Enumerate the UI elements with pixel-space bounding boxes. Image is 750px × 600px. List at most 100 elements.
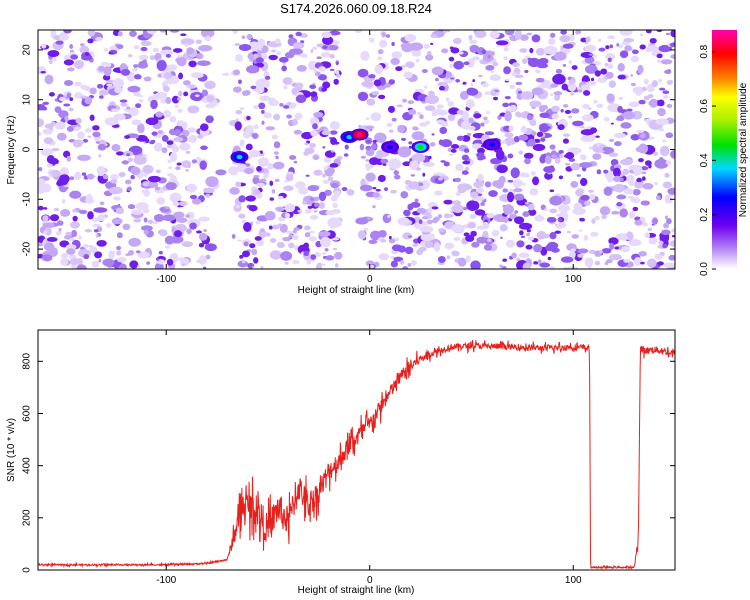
spectrogram-blob: [288, 242, 295, 249]
spectrogram-blob: [447, 100, 454, 107]
spectrogram-blob: [135, 202, 149, 211]
spectrogram-blob: [429, 142, 436, 147]
spectrogram-blob: [256, 239, 264, 247]
spectrogram-blob: [106, 83, 113, 87]
spectrogram-blob: [599, 250, 604, 254]
spectrogram-blob: [546, 216, 557, 223]
spectrogram-blob: [148, 175, 161, 183]
spectrogram-blob: [656, 59, 661, 63]
spectrogram-blob: [574, 250, 578, 254]
spectrogram-blob: [580, 177, 588, 187]
spectrogram-blob: [393, 174, 401, 180]
spectrogram-blob: [643, 78, 649, 85]
spectrogram-blob: [98, 89, 109, 96]
spectrogram-blob: [402, 98, 407, 103]
spectrogram-blob: [205, 176, 219, 188]
spectrogram-blob: [557, 124, 565, 130]
spectrogram-blob: [153, 221, 159, 225]
spectrogram-blob: [187, 105, 200, 114]
spectrogram-blob: [368, 239, 378, 245]
spectrogram-blob: [284, 203, 296, 213]
spectrogram-blob: [549, 231, 557, 240]
spectrogram-blob: [138, 99, 144, 103]
spectrogram-blob: [659, 233, 670, 243]
spectrogram-blob: [365, 159, 370, 162]
spectrogram-blob: [398, 245, 406, 253]
spectrogram-blob: [668, 254, 675, 261]
spectrogram-blob: [424, 94, 439, 104]
spectrogram-blob: [379, 39, 388, 48]
spectrogram-blob: [300, 40, 305, 44]
spectrogram-blob: [435, 77, 439, 82]
spectrogram-blob: [584, 257, 594, 268]
spectrogram-blob: [318, 231, 331, 237]
spectrogram-blob: [662, 181, 672, 189]
spectrogram-blob: [566, 266, 579, 269]
spectrogram-blob: [60, 209, 71, 217]
spectrogram-blob: [461, 110, 470, 121]
spectrogram-blob: [205, 193, 210, 199]
spectrogram-blob: [623, 37, 635, 43]
spectrogram-blob: [295, 94, 307, 103]
spectrogram-blob: [609, 242, 615, 250]
spectrogram-blob: [419, 225, 434, 233]
spectrogram-blob: [176, 217, 188, 223]
spectrogram-blob: [478, 75, 483, 77]
spectrogram-blob: [229, 187, 240, 195]
spectrogram-blob: [388, 238, 396, 244]
spectrogram-blob: [174, 105, 180, 108]
spectrogram-blob: [162, 214, 176, 222]
spectrogram-blob: [503, 47, 509, 52]
spectrogram-blob: [486, 238, 492, 243]
spectrogram-blob: [421, 216, 430, 220]
spectrogram-blob: [465, 255, 471, 263]
spectrogram-blob: [527, 138, 536, 147]
spectrogram-blob: [246, 115, 251, 121]
spectrogram-blob: [203, 266, 207, 269]
spectrogram-blob: [471, 241, 480, 248]
spectrogram-blob: [308, 60, 318, 71]
spectrogram-blob: [241, 90, 249, 96]
spectrogram-blob: [409, 181, 419, 190]
spectrogram-blob: [153, 213, 165, 222]
spectrogram-blob: [302, 200, 307, 205]
spectrogram-blob: [535, 77, 545, 83]
spectrogram-blob: [601, 247, 612, 254]
spectrogram-blob: [638, 99, 646, 105]
spectrogram-blob: [518, 222, 533, 230]
spectrogram-blob: [643, 118, 652, 123]
spectrogram-blob: [484, 131, 495, 136]
spectrogram-blob: [256, 62, 265, 68]
spectrogram-blob: [658, 128, 664, 132]
spectrogram-blob: [360, 51, 370, 61]
spectrogram-blob: [126, 106, 131, 110]
spectrogram-y-label: Frequency (Hz): [6, 116, 17, 185]
spectrogram-blob: [568, 59, 573, 65]
spectrogram-blob: [550, 154, 557, 158]
spectrogram-blob: [453, 236, 461, 241]
spectrogram-blob: [286, 230, 293, 234]
spectrogram-blob: [607, 176, 614, 183]
spectrogram-blob: [156, 197, 166, 205]
spectrogram-blob: [112, 78, 125, 88]
spectrogram-blob: [657, 108, 666, 117]
spectrogram-blob: [239, 107, 245, 111]
spectrogram-blob: [562, 43, 574, 49]
spectrogram-blob: [116, 151, 124, 156]
spectrogram-blob: [579, 217, 585, 222]
spectrogram-blob: [451, 200, 462, 206]
spectrogram-blob: [612, 167, 621, 178]
spectrogram-blob: [74, 81, 83, 87]
spectrogram-blob: [110, 250, 116, 254]
spectrogram-blob: [273, 141, 281, 149]
spectrogram-blob: [519, 48, 528, 53]
spectrogram-blob: [99, 201, 105, 206]
spectrogram-blob: [68, 107, 74, 112]
spectrogram-blob: [58, 227, 62, 232]
spectrogram-blob: [465, 234, 475, 242]
spectrogram-blob: [580, 194, 590, 201]
spectrogram-blob: [481, 82, 489, 88]
spectrogram-blob: [501, 266, 507, 269]
spectrogram-blob: [539, 105, 546, 113]
spectrogram-blob: [277, 195, 284, 200]
